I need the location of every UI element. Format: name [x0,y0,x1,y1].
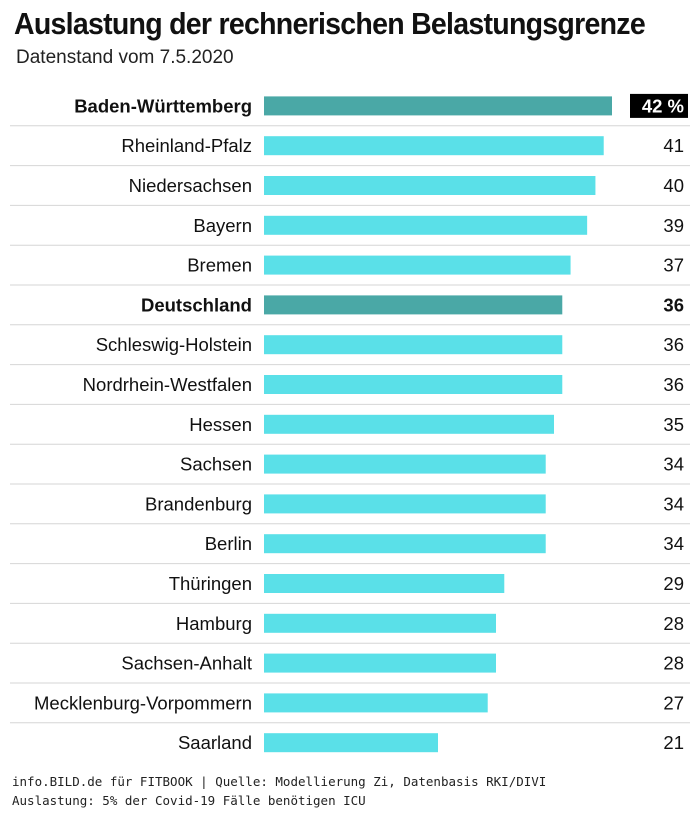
bar-baden-wuerttemberg [264,96,612,116]
value-label-sachsen: 34 [663,454,684,475]
category-label-saarland: Saarland [178,732,252,753]
value-label-rheinland-pfalz: 41 [663,135,684,156]
category-label-mecklenburg-vorpommern: Mecklenburg-Vorpommern [34,692,252,713]
chart-title: Auslastung der rechnerischen Belastungsg… [14,6,646,41]
value-badge-baden-wuerttemberg [630,93,688,118]
value-label-brandenburg: 34 [663,493,684,514]
category-label-nordrhein-westfalen: Nordrhein-Westfalen [83,374,252,395]
chart-subtitle: Datenstand vom 7.5.2020 [16,47,234,68]
bar-rheinland-pfalz [264,136,604,156]
value-label-hamburg: 28 [663,613,684,634]
value-label-saarland: 21 [663,732,684,753]
value-label-deutschland: 36 [663,294,684,315]
bar-saarland [264,733,438,753]
value-label-niedersachsen: 40 [663,175,684,196]
bar-bayern [264,215,588,235]
value-label-thueringen: 29 [663,573,684,594]
value-label-sachsen-anhalt: 28 [663,653,684,674]
category-label-berlin: Berlin [205,533,252,554]
bar-brandenburg [264,494,546,514]
chart-footer: info.BILD.de für FITBOOK | Quelle: Model… [12,772,546,810]
value-label-hessen: 35 [663,414,684,435]
bar-hessen [264,414,554,434]
bar-hamburg [264,613,496,633]
value-label-schleswig-holstein: 36 [663,334,684,355]
value-label-bremen: 37 [663,255,684,276]
category-label-schleswig-holstein: Schleswig-Holstein [96,334,252,355]
category-label-brandenburg: Brandenburg [145,493,252,514]
category-label-bremen: Bremen [187,255,252,276]
category-label-rheinland-pfalz: Rheinland-Pfalz [121,135,252,156]
bar-schleswig-holstein [264,335,563,355]
value-label-berlin: 34 [663,533,684,554]
category-label-hessen: Hessen [189,414,252,435]
category-label-baden-wuerttemberg: Baden-Württemberg [74,95,252,116]
bar-thueringen [264,574,505,593]
bar-chart: Baden-Württemberg 42 % Rheinland-Pfalz 41 Ni… [10,93,690,753]
category-label-hamburg: Hamburg [176,613,252,634]
bar-bremen [264,255,571,275]
bar-nordrhein-westfalen [264,375,563,394]
category-label-thueringen: Thüringen [169,573,252,594]
value-label-nordrhein-westfalen: 36 [663,374,684,395]
definition-note: Auslastung: 5% der Covid-19 Fälle benöti… [12,793,366,808]
category-label-bayern: Bayern [193,215,252,236]
category-label-sachsen: Sachsen [180,454,252,475]
bar-niedersachsen [264,176,596,195]
bar-sachsen [264,454,546,474]
bar-sachsen-anhalt [264,653,496,673]
bar-berlin [264,534,546,554]
category-label-sachsen-anhalt: Sachsen-Anhalt [121,653,252,674]
value-label-bayern: 39 [663,215,684,236]
source-note: info.BILD.de für FITBOOK | Quelle: Model… [12,774,547,789]
bar-mecklenburg-vorpommern [264,693,488,713]
category-label-niedersachsen: Niedersachsen [129,175,252,196]
value-label-mecklenburg-vorpommern: 27 [663,692,684,713]
value-label-baden-wuerttemberg: 42 % [642,95,684,116]
bar-deutschland [264,295,563,315]
category-label-deutschland: Deutschland [141,294,252,315]
